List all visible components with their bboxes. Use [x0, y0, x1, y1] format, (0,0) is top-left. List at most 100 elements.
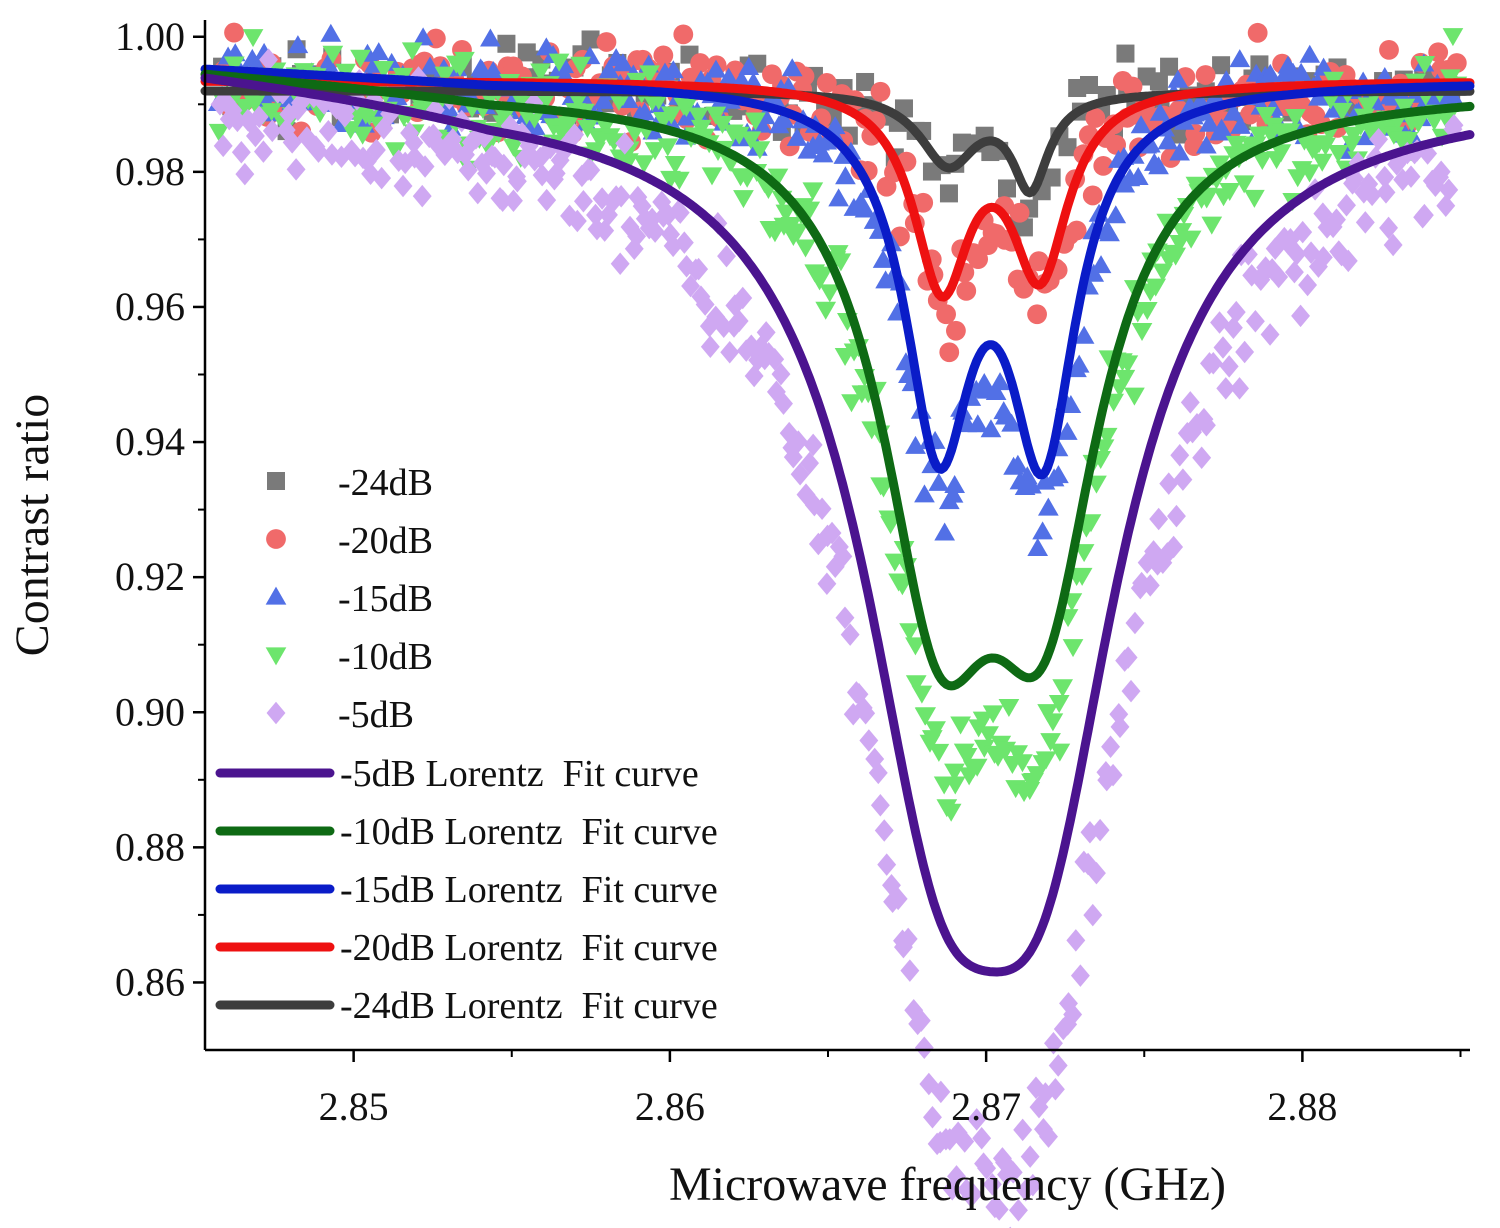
data-point — [977, 1157, 997, 1180]
data-point — [955, 1130, 975, 1153]
data-point — [532, 163, 552, 187]
data-point — [765, 348, 785, 371]
data-point — [1110, 715, 1130, 739]
data-point — [1212, 56, 1231, 75]
legend: -24dB -20dB -15dB -10dB -5dB -5dB Lorentz Fit… — [215, 462, 718, 1027]
data-point — [318, 119, 338, 143]
data-point — [458, 159, 478, 182]
data-point — [540, 136, 560, 160]
data-point — [856, 702, 876, 725]
data-point — [1332, 243, 1352, 267]
data-point — [1080, 820, 1100, 844]
data-point — [1071, 567, 1093, 586]
data-point — [947, 1165, 966, 1188]
data-point — [795, 239, 816, 258]
data-point — [1425, 174, 1445, 198]
data-point — [412, 184, 432, 208]
data-point — [728, 126, 750, 145]
data-point — [1195, 65, 1216, 85]
data-point — [615, 132, 635, 155]
data-point — [1149, 102, 1171, 121]
data-point — [586, 203, 605, 227]
data-point — [1145, 278, 1167, 297]
data-point — [1149, 72, 1168, 91]
x-tick-label: 2.86 — [635, 1084, 705, 1129]
y-tick-label: 0.94 — [115, 419, 185, 464]
data-point — [1039, 1125, 1058, 1148]
data-point — [1068, 354, 1090, 373]
data-point — [1245, 136, 1267, 155]
data-point — [1219, 183, 1241, 202]
data-point — [677, 254, 697, 278]
data-point — [1149, 507, 1169, 531]
data-point — [577, 119, 598, 138]
data-point — [412, 27, 434, 46]
data-point — [914, 484, 935, 503]
data-point — [1436, 111, 1458, 130]
data-point — [956, 280, 977, 301]
data-point — [393, 174, 413, 198]
data-point — [1165, 247, 1187, 266]
data-point — [550, 148, 570, 172]
data-point — [1066, 220, 1087, 241]
data-point — [1291, 304, 1311, 328]
legend-item-fit--15dB: -15dB Lorentz Fit curve — [215, 869, 718, 911]
data-point — [1090, 255, 1112, 274]
data-point — [928, 472, 950, 491]
data-point — [612, 53, 634, 72]
data-point — [565, 123, 585, 146]
data-point — [1117, 355, 1139, 374]
legend-marker — [265, 647, 287, 666]
data-point — [1066, 929, 1086, 952]
data-point — [720, 340, 740, 364]
data-point — [729, 309, 749, 333]
data-point — [1379, 39, 1399, 60]
data-point — [235, 162, 255, 186]
data-point — [676, 99, 697, 118]
data-point — [219, 107, 239, 131]
data-point — [900, 959, 920, 982]
data-point — [1247, 22, 1268, 43]
data-point — [599, 203, 618, 227]
x-axis-title: Microwave frequency (GHz) — [669, 1158, 1226, 1211]
data-point — [812, 497, 832, 520]
data-point — [673, 24, 694, 45]
data-point — [572, 164, 592, 188]
data-point — [401, 42, 423, 61]
data-point — [1446, 53, 1467, 73]
y-tick-label: 0.98 — [115, 149, 185, 194]
data-point — [434, 66, 456, 85]
data-point — [1152, 263, 1174, 282]
data-point — [989, 1198, 1009, 1221]
data-point — [925, 721, 946, 740]
data-point — [1201, 216, 1223, 235]
data-point — [1073, 325, 1095, 344]
data-point — [1195, 135, 1217, 154]
data-point — [766, 380, 786, 404]
data-point — [546, 162, 566, 185]
data-point — [1187, 413, 1207, 436]
data-point — [493, 189, 513, 213]
data-point — [494, 108, 516, 127]
data-point — [833, 545, 853, 568]
data-point — [1401, 165, 1421, 188]
data-point — [322, 45, 344, 64]
data-point — [1235, 340, 1255, 364]
data-point — [774, 392, 793, 415]
data-point — [1136, 301, 1158, 320]
data-point — [788, 430, 808, 453]
data-point — [1099, 223, 1120, 242]
data-point — [1270, 144, 1292, 163]
data-point — [690, 53, 711, 73]
data-point — [1082, 185, 1103, 206]
data-point — [663, 234, 683, 258]
data-point — [998, 699, 1020, 718]
legend-item-fit--5dB: -5dB Lorentz Fit curve — [215, 753, 699, 795]
data-point — [1124, 387, 1145, 406]
data-point — [911, 1009, 931, 1032]
data-point — [645, 220, 665, 243]
data-point — [963, 1182, 983, 1206]
y-tick-label: 1.00 — [115, 14, 185, 59]
data-point — [567, 209, 587, 233]
data-point — [802, 182, 824, 201]
